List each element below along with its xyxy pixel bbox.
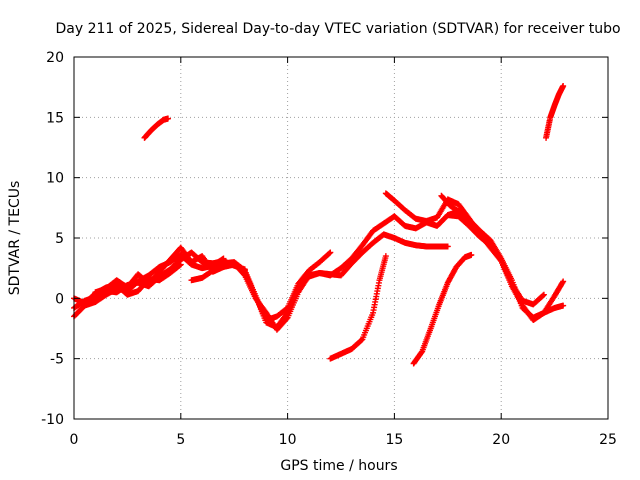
x-axis: 0 5 10 15 20 25 bbox=[70, 57, 617, 448]
data-point bbox=[164, 115, 171, 122]
data-point bbox=[560, 302, 567, 309]
series-arc-13 bbox=[543, 82, 567, 141]
data-point bbox=[176, 262, 183, 269]
data-point bbox=[540, 292, 547, 299]
data-point bbox=[444, 243, 451, 250]
x-tick-label: 5 bbox=[176, 432, 185, 448]
series-arc-9 bbox=[410, 251, 475, 367]
series-arc-12 bbox=[444, 212, 567, 324]
grid bbox=[74, 57, 608, 419]
y-tick-label: -5 bbox=[50, 352, 64, 368]
series-arc-6 bbox=[231, 208, 462, 333]
data-point bbox=[540, 291, 547, 298]
series-arc-8 bbox=[327, 253, 389, 362]
y-tick-label: 0 bbox=[55, 291, 64, 307]
data-point bbox=[326, 250, 333, 257]
data-point bbox=[283, 315, 290, 322]
series-arc-10 bbox=[382, 190, 547, 308]
y-axis-label: SDTVAR / TECUs bbox=[7, 181, 23, 296]
x-tick-label: 10 bbox=[279, 432, 297, 448]
data-point bbox=[559, 279, 566, 286]
y-tick-label: -10 bbox=[41, 412, 64, 428]
x-axis-label: GPS time / hours bbox=[280, 458, 397, 474]
data-point bbox=[358, 337, 365, 344]
y-axis: -10 -5 0 5 10 15 20 bbox=[41, 50, 608, 428]
data-point bbox=[468, 251, 475, 258]
series-arc-7 bbox=[141, 115, 171, 141]
data-point bbox=[382, 253, 389, 260]
y-tick-label: 20 bbox=[46, 50, 64, 66]
x-tick-label: 0 bbox=[70, 432, 79, 448]
data-point bbox=[560, 278, 567, 285]
data-point bbox=[327, 249, 334, 256]
y-tick-label: 10 bbox=[46, 171, 64, 187]
y-tick-label: 15 bbox=[46, 110, 64, 126]
data-point bbox=[560, 82, 567, 89]
chart-title: Day 211 of 2025, Sidereal Day-to-day VTE… bbox=[55, 21, 620, 37]
plot-series bbox=[71, 82, 567, 367]
x-tick-label: 20 bbox=[492, 432, 510, 448]
y-tick-label: 5 bbox=[55, 231, 64, 247]
data-point bbox=[177, 261, 184, 268]
series-arc-11 bbox=[438, 192, 567, 321]
x-tick-label: 15 bbox=[385, 432, 403, 448]
x-tick-label: 25 bbox=[599, 432, 617, 448]
